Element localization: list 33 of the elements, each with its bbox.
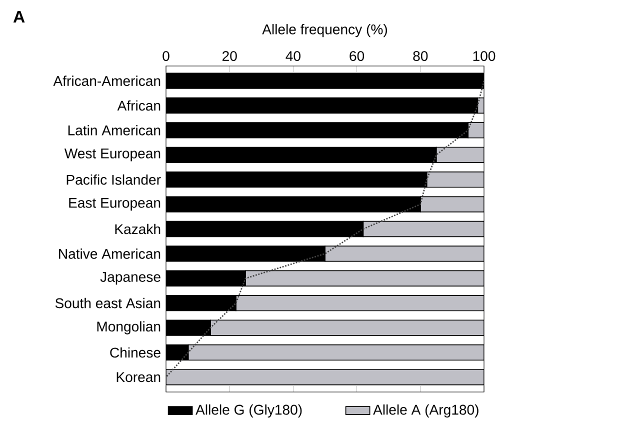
- y-tick-label: Chinese: [110, 347, 160, 358]
- x-tick-label: 100: [473, 51, 496, 62]
- x-tick-label: 20: [222, 51, 237, 62]
- y-tick-label: Japanese: [100, 272, 160, 285]
- y-tick-label: Native American: [59, 248, 160, 259]
- x-tick-label: 80: [413, 51, 428, 62]
- x-tick-label: 0: [162, 51, 170, 62]
- bar: [236, 295, 484, 312]
- x-axis-title: Allele frequency (%): [262, 24, 387, 38]
- y-tick-label: South east Asian: [55, 298, 160, 308]
- y-tick-label: Pacific Islander: [66, 174, 161, 185]
- bar: [362, 220, 484, 238]
- y-tick-label: African: [117, 100, 160, 111]
- x-tick-label: 40: [286, 51, 300, 62]
- y-tick-label: Korean: [116, 372, 160, 382]
- bar: [188, 344, 484, 361]
- legend-label: Allele A (Arg180): [373, 404, 478, 418]
- y-tick-label: Kazakh: [115, 224, 160, 234]
- y-tick-label: East European: [69, 198, 160, 211]
- y-tick-label: Mongolian: [97, 321, 160, 334]
- bar: [420, 196, 484, 212]
- x-tick-label: 60: [350, 51, 364, 62]
- bar: [245, 270, 484, 286]
- legend-label: Allele G (Gly180): [196, 404, 302, 418]
- bar: [166, 369, 484, 386]
- bar: [436, 146, 484, 163]
- bar: [426, 172, 484, 188]
- y-tick-label: West European: [64, 148, 160, 162]
- bar: [324, 246, 484, 262]
- bar: [210, 320, 484, 336]
- y-tick-label: Latin American: [68, 125, 160, 136]
- y-tick-label: African-American: [53, 76, 160, 86]
- text: A: [13, 10, 25, 23]
